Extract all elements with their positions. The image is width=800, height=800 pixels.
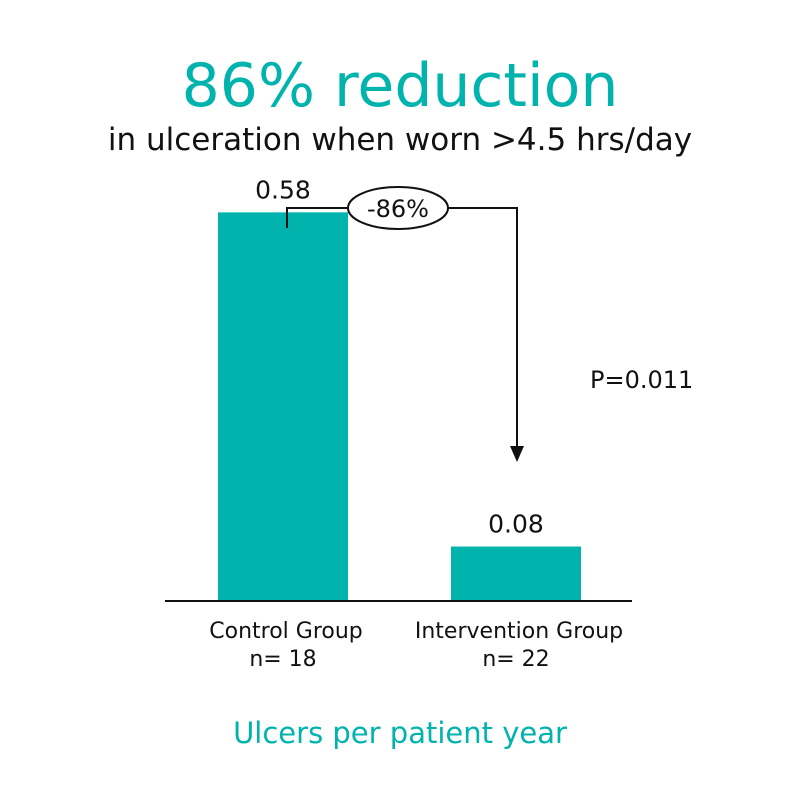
bar-1 (451, 546, 581, 600)
chart-title: 86% reduction (181, 51, 619, 121)
reduction-ellipse (347, 186, 449, 230)
value-labels-group: 0.58 0.08 (255, 175, 544, 538)
bar-0 (218, 212, 348, 600)
category-sublabel-1: n= 22 (482, 647, 549, 672)
reduction-bracket: -86% (286, 186, 524, 462)
arrow-down-icon (510, 446, 524, 462)
p-value-label: P=0.011 (590, 366, 693, 394)
chart-caption: Ulcers per patient year (233, 716, 567, 750)
data-label-1: 0.08 (488, 510, 544, 539)
category-label-0: Control Group (209, 619, 363, 644)
data-label-0: 0.58 (255, 175, 311, 204)
category-label-1: Intervention Group (415, 619, 623, 644)
reduction-label: -86% (367, 195, 429, 223)
chart-subtitle: in ulceration when worn >4.5 hrs/day (107, 122, 693, 158)
bars-group (218, 212, 581, 600)
category-labels-group: Control Group n= 18 Intervention Group n= 2… (209, 619, 623, 672)
category-sublabel-0: n= 18 (249, 647, 316, 672)
